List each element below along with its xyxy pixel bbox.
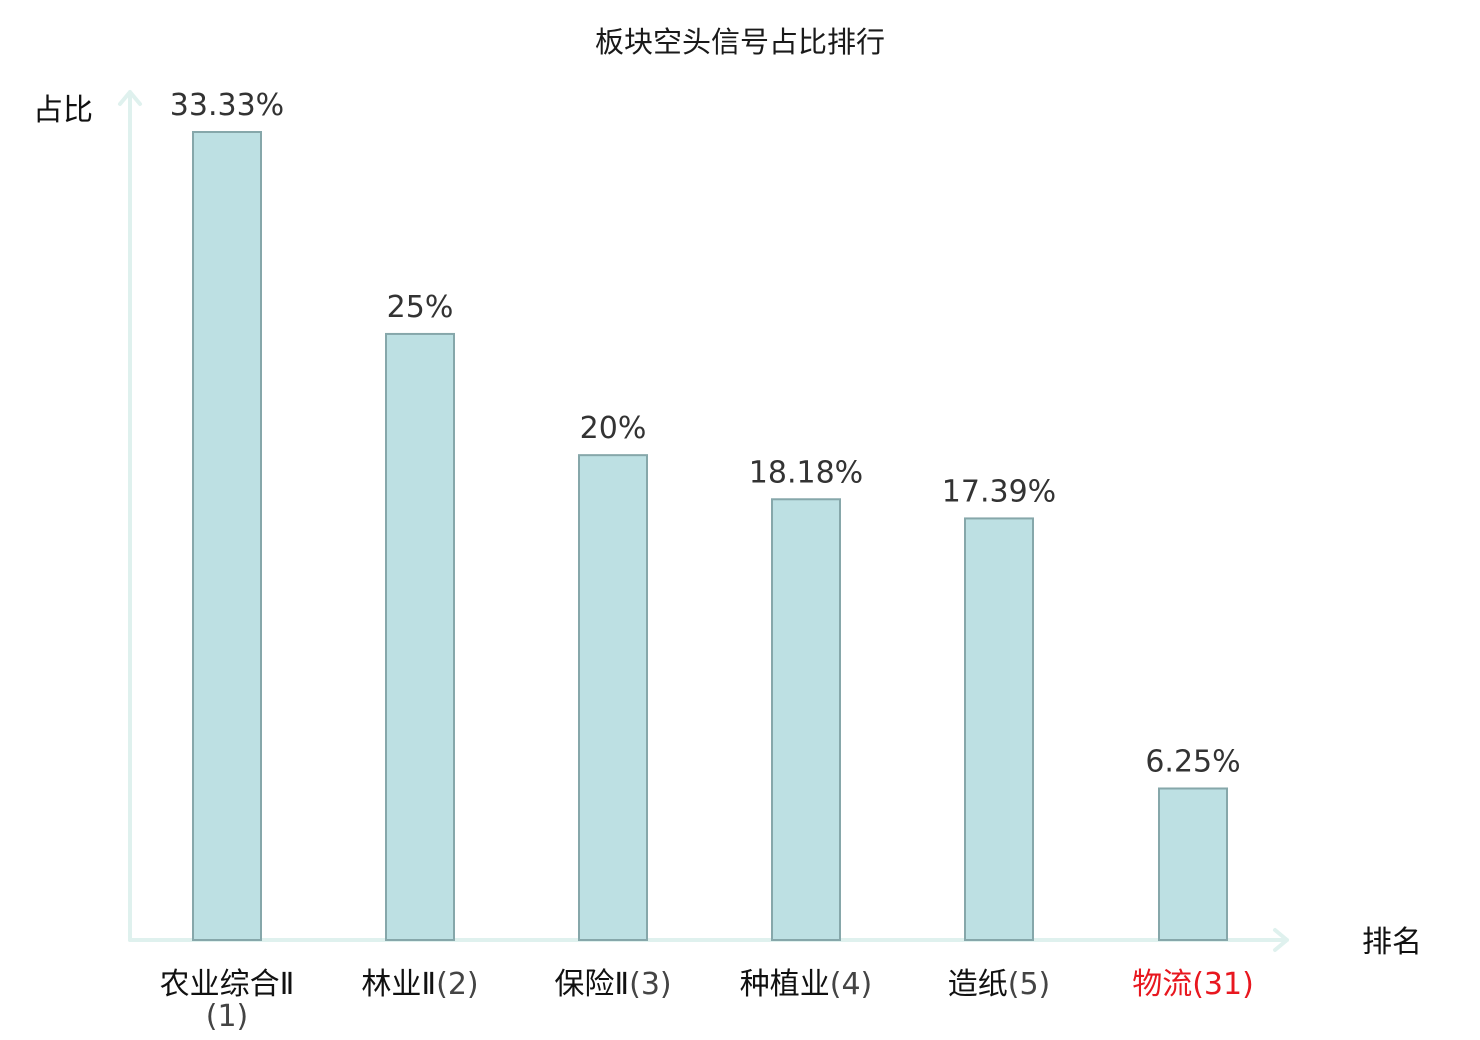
bar-2 [385, 332, 455, 941]
value-label-5: 17.39% [942, 474, 1056, 509]
x-axis-arrow [128, 928, 1289, 952]
category-label-3: 保险Ⅱ(3) [554, 967, 671, 1002]
category-rank-3: (3) [629, 967, 672, 1002]
category-label-6: 物流(31) [1132, 967, 1254, 1002]
chart-title: 板块空头信号占比排行 [595, 25, 885, 59]
category-rank-5: (5) [1008, 967, 1051, 1002]
bar-4 [771, 498, 841, 941]
category-rank-4: (4) [830, 967, 873, 1002]
bar-5 [964, 517, 1034, 941]
value-label-4: 18.18% [749, 455, 863, 490]
bar-6 [1158, 787, 1228, 942]
category-name-2: 林业Ⅱ [361, 967, 436, 1002]
category-rank-2: (2) [436, 967, 479, 1002]
svg-text:物流(31): 物流(31) [1132, 967, 1254, 1002]
category-label-2: 林业Ⅱ(2) [361, 967, 478, 1002]
bars-group [192, 131, 1228, 942]
value-labels-group: 33.33% 25% 20% 18.18% 17.39% 6.25% [170, 88, 1241, 779]
bar-1 [192, 131, 262, 941]
category-label-1: 农业综合Ⅱ(1) [160, 967, 295, 1034]
value-label-1: 33.33% [170, 88, 284, 123]
category-rank-6: (31) [1192, 967, 1254, 1002]
value-label-6: 6.25% [1145, 744, 1240, 779]
category-name-5: 造纸 [948, 967, 1008, 1002]
y-axis-label: 占比 [33, 93, 93, 128]
category-name-4: 种植业 [740, 967, 830, 1002]
svg-text:保险Ⅱ(3): 保险Ⅱ(3) [554, 967, 671, 1002]
category-label-5: 造纸(5) [948, 967, 1051, 1002]
category-rank-1: (1) [206, 999, 249, 1034]
value-label-3: 20% [580, 411, 647, 446]
svg-text:造纸(5): 造纸(5) [948, 967, 1051, 1002]
category-name-1: 农业综合Ⅱ [160, 967, 295, 1002]
svg-text:林业Ⅱ(2): 林业Ⅱ(2) [361, 967, 478, 1002]
category-name-3: 保险Ⅱ [554, 967, 629, 1002]
svg-text:种植业(4): 种植业(4) [740, 967, 873, 1002]
category-label-4: 种植业(4) [740, 967, 873, 1002]
bar-3 [578, 454, 648, 941]
x-axis-label: 排名 [1362, 925, 1422, 960]
y-axis-arrow [118, 90, 142, 942]
category-labels-group: 农业综合Ⅱ(1) 林业Ⅱ(2) 保险Ⅱ(3) 种植业(4) 造纸(5) 物流(31) [160, 967, 1254, 1034]
category-name-6: 物流 [1132, 967, 1192, 1002]
value-label-2: 25% [387, 290, 454, 325]
